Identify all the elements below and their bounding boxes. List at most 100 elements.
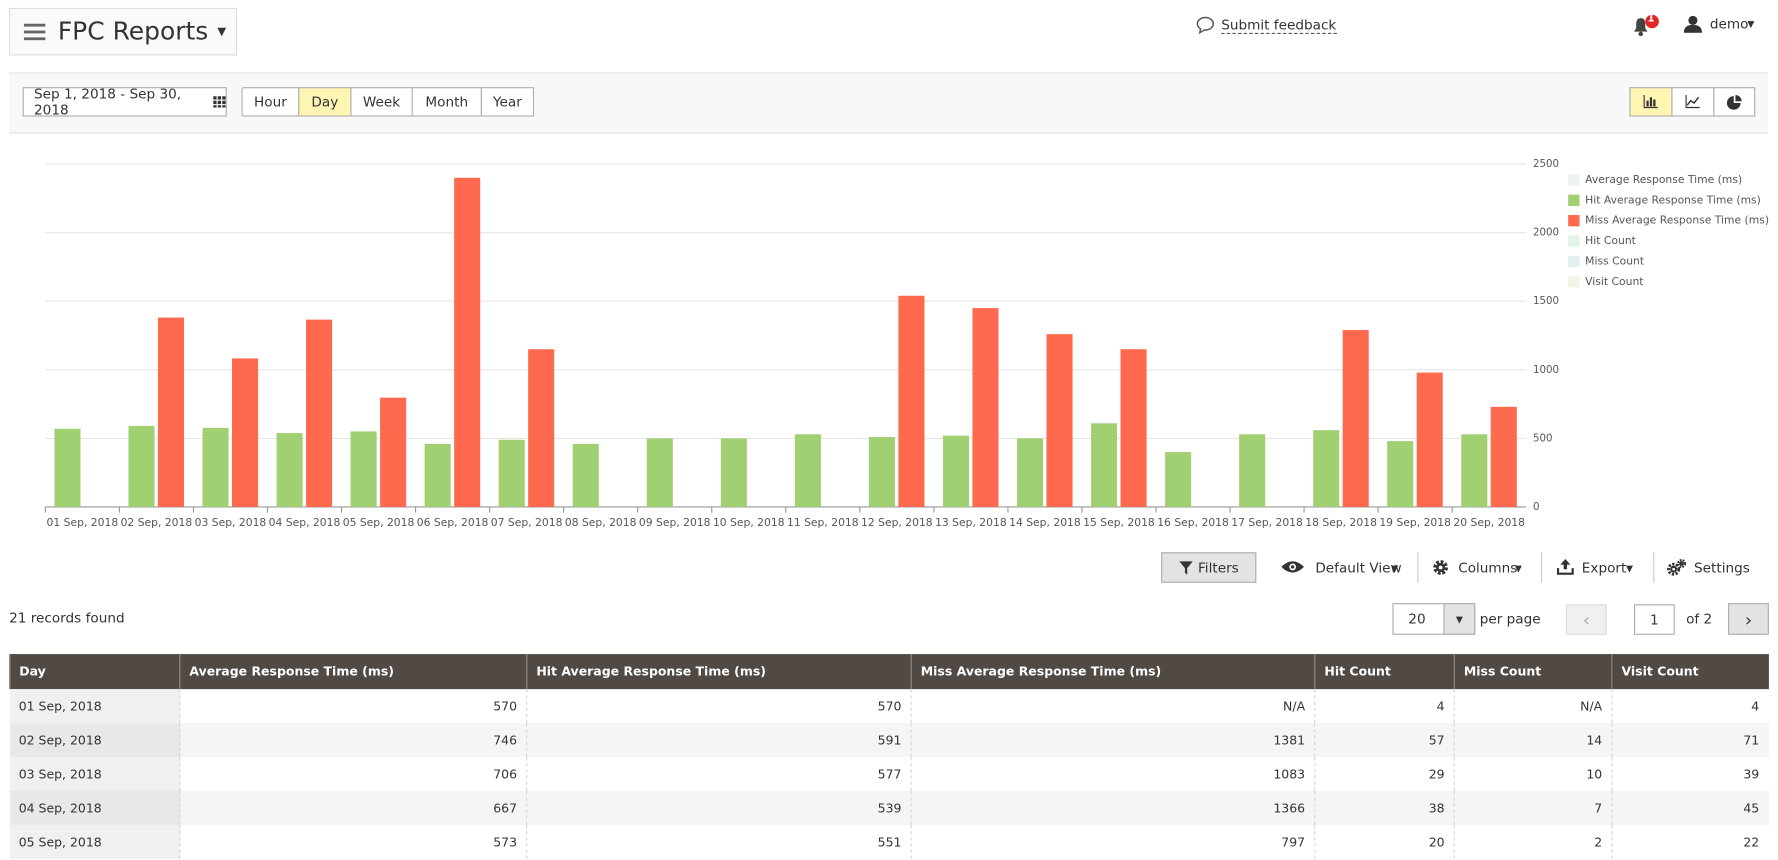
bar [350, 431, 377, 507]
bar [1120, 349, 1147, 507]
chart: 0 500 1000 1500 2000 2500 01 Sep, 2018 02 Sep, … [44, 159, 1769, 529]
bar [1490, 406, 1517, 507]
bar [1046, 334, 1073, 507]
gear-icon [1433, 560, 1448, 575]
table-cell: 4 [1314, 689, 1455, 724]
table-cell: 01 Sep, 2018 [9, 689, 180, 724]
table-cell: 570 [526, 689, 912, 724]
bar [572, 443, 599, 507]
user-icon [1683, 15, 1702, 33]
x-tick-label: 16 Sep, 2018 [1157, 516, 1229, 529]
view-menu[interactable]: Default View [1315, 560, 1402, 576]
legend-swatch [1568, 276, 1580, 288]
x-tick-label: 01 Sep, 2018 [47, 516, 119, 529]
bar [1239, 434, 1266, 507]
y-tick-label: 1500 [1533, 296, 1559, 307]
caret: ▼ [217, 25, 227, 38]
export-menu[interactable]: Export [1581, 560, 1627, 576]
legend-label: Hit Average Response Time (ms) [1585, 193, 1761, 206]
title-menu[interactable]: FPC Reports ▼ [9, 7, 237, 56]
column-header[interactable]: Day [9, 654, 180, 690]
table-cell: 05 Sep, 2018 [9, 824, 180, 859]
date-range[interactable]: Sep 1, 2018 - Sep 30, 2018 [22, 86, 227, 118]
legend-swatch [1568, 194, 1580, 206]
filter-icon [1178, 560, 1193, 575]
x-tick-label: 18 Sep, 2018 [1305, 516, 1377, 529]
column-header[interactable]: Miss Average Response Time (ms) [910, 654, 1315, 690]
period-button[interactable]: Day [298, 87, 352, 117]
legend-label: Hit Count [1585, 234, 1636, 247]
period-button[interactable]: Hour [241, 87, 300, 117]
page-title: FPC Reports [57, 17, 209, 46]
bar [498, 439, 525, 507]
bar [868, 437, 895, 507]
y-tick-label: 1000 [1533, 365, 1559, 376]
period-button[interactable]: Week [350, 87, 413, 117]
per-page-toggle[interactable]: ▼ [1443, 603, 1476, 635]
table-cell: 39 [1611, 757, 1769, 791]
column-header[interactable]: Hit Count [1314, 654, 1455, 690]
legend-label: Average Response Time (ms) [1585, 173, 1742, 186]
menu-icon [23, 23, 46, 41]
settings-menu[interactable]: Settings [1694, 560, 1750, 576]
table-cell: N/A [1453, 689, 1612, 724]
table-cell: 706 [179, 757, 527, 791]
x-tick-label: 09 Sep, 2018 [639, 516, 711, 529]
x-tick-label: 03 Sep, 2018 [195, 516, 267, 529]
table-cell: 71 [1611, 723, 1769, 758]
user-name[interactable]: demo [1709, 15, 1749, 32]
bar [157, 317, 185, 507]
per-page-label: per page [1479, 611, 1541, 627]
period-button[interactable]: Year [480, 87, 535, 117]
bar [424, 443, 451, 507]
settings-icon [1667, 559, 1687, 576]
feedback-link[interactable]: Submit feedback [1221, 16, 1337, 34]
period-button[interactable]: Month [411, 87, 482, 117]
x-tick-label: 19 Sep, 2018 [1379, 516, 1451, 529]
bar [942, 435, 970, 507]
table-cell: 10 [1453, 757, 1612, 791]
table-cell: 22 [1611, 824, 1769, 859]
next-page[interactable]: › [1728, 603, 1769, 635]
x-tick-label: 11 Sep, 2018 [787, 516, 859, 529]
bar [528, 349, 555, 507]
bar [972, 308, 999, 507]
table-cell: 746 [179, 723, 527, 758]
records-count: 21 records found [9, 609, 125, 626]
column-header[interactable]: Hit Average Response Time (ms) [526, 654, 912, 690]
x-tick-label: 06 Sep, 2018 [417, 516, 489, 529]
column-header[interactable]: Visit Count [1611, 654, 1769, 690]
table-cell: 591 [526, 723, 912, 758]
bar [1016, 438, 1044, 507]
table-cell: 02 Sep, 2018 [9, 723, 180, 758]
bar [1387, 441, 1414, 507]
x-tick-label: 20 Sep, 2018 [1453, 516, 1525, 529]
table-cell: 29 [1314, 757, 1455, 791]
column-header[interactable]: Miss Count [1453, 654, 1612, 690]
x-tick-label: 07 Sep, 2018 [491, 516, 563, 529]
x-tick-label: 04 Sep, 2018 [269, 516, 341, 529]
y-tick-label: 2500 [1533, 159, 1559, 170]
bar [231, 358, 259, 507]
x-tick-label: 13 Sep, 2018 [935, 516, 1007, 529]
line-icon [1685, 95, 1700, 109]
table-row: 05 Sep, 2018 573 551 797 20 2 22 [9, 824, 1769, 859]
bar [720, 438, 747, 507]
prev-page[interactable]: ‹ [1565, 604, 1607, 635]
page-total: of 2 [1686, 611, 1713, 627]
table-cell: 573 [179, 824, 527, 859]
table-row: 04 Sep, 2018 667 539 1366 38 7 45 [9, 790, 1769, 825]
table-cell: 1083 [910, 757, 1315, 791]
table-row: 03 Sep, 2018 706 577 1083 29 10 39 [9, 757, 1769, 791]
column-header[interactable]: Average Response Time (ms) [179, 654, 527, 690]
notifications-icon[interactable] [1631, 14, 1663, 38]
separator [1417, 552, 1419, 583]
bar [1416, 372, 1443, 507]
table-cell: 797 [910, 824, 1315, 859]
columns-menu[interactable]: Columns [1458, 560, 1518, 576]
page-input[interactable]: 1 [1633, 604, 1675, 635]
bar-chart-button[interactable] [1629, 87, 1673, 117]
pie-chart-button[interactable] [1713, 87, 1756, 117]
filters-button[interactable]: Filters [1161, 552, 1257, 583]
